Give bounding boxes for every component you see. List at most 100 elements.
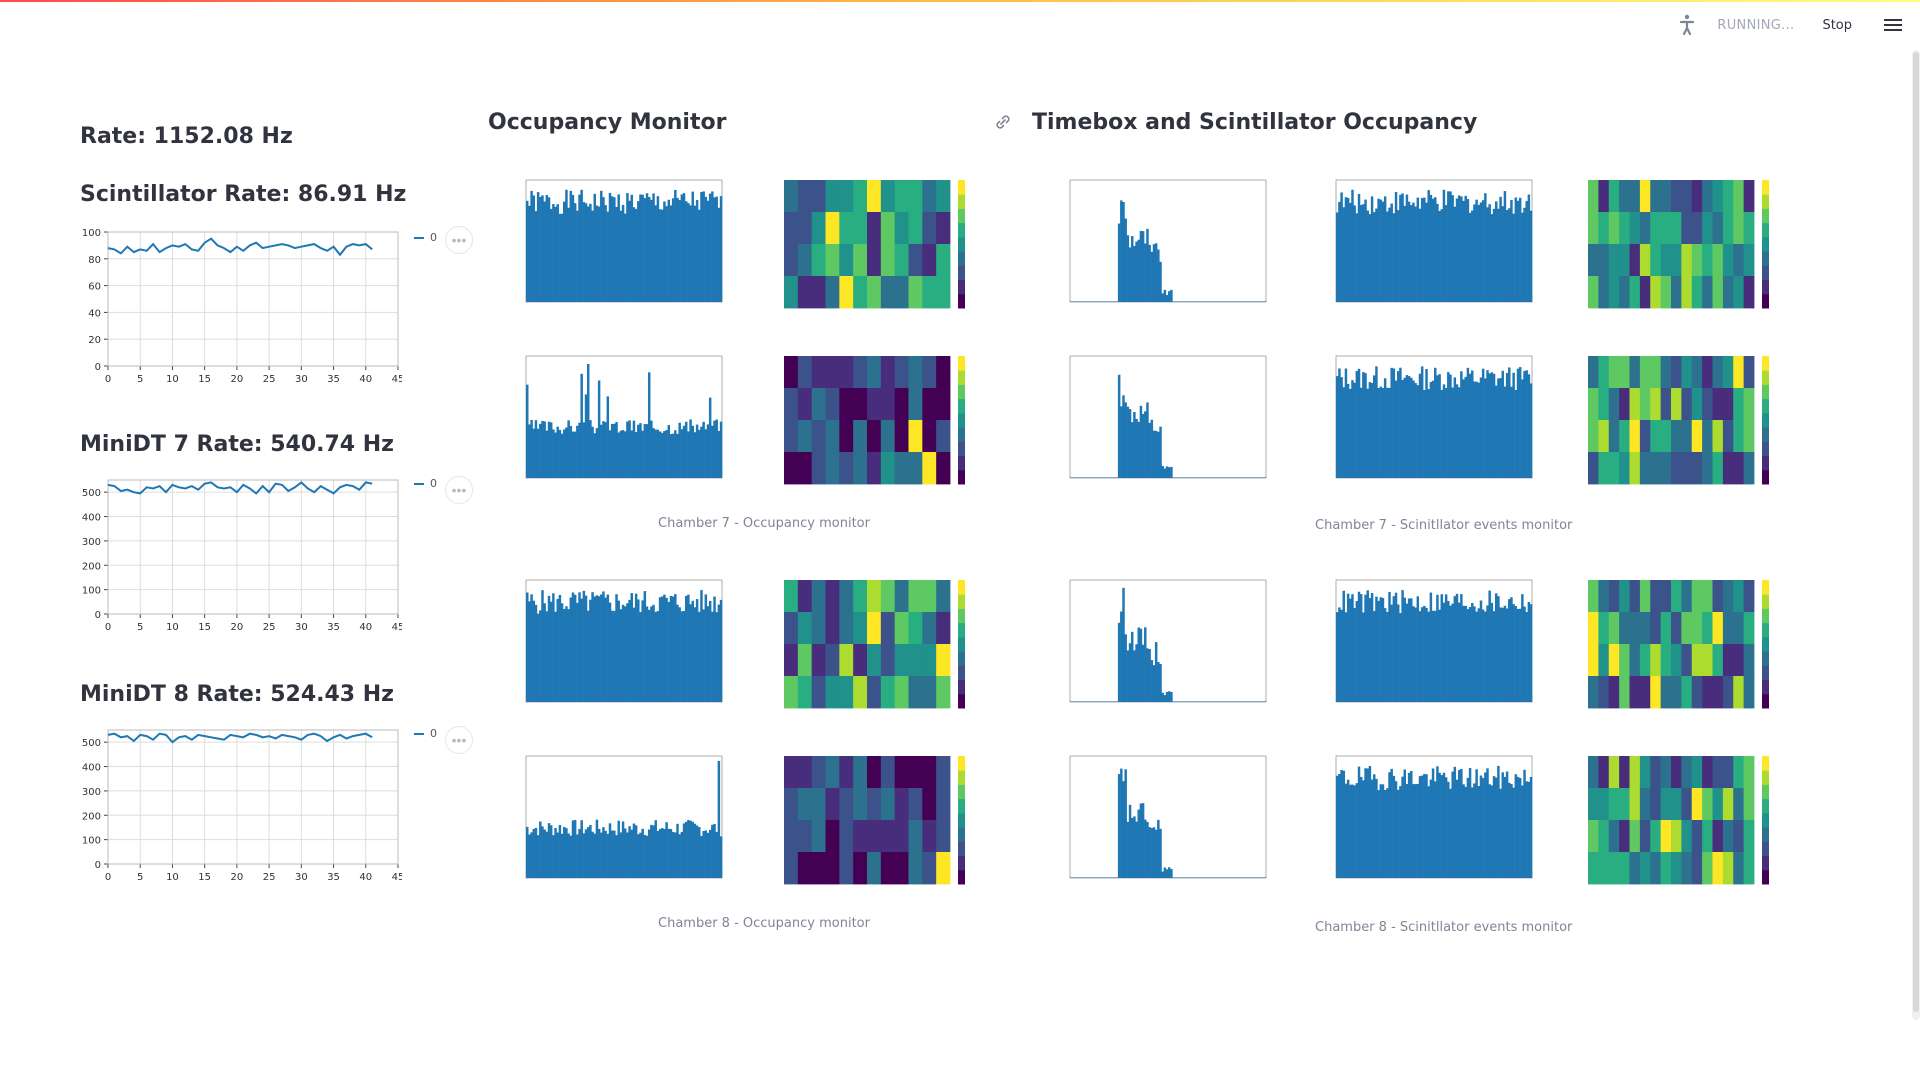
scrollbar-thumb[interactable]	[1913, 52, 1919, 1012]
series-line	[107, 237, 373, 257]
histogram-bar	[1516, 608, 1520, 702]
histogram-bar	[593, 596, 596, 702]
heatmap-cell	[922, 676, 937, 709]
heatmap-cell	[922, 244, 937, 277]
histogram-bar	[1473, 606, 1476, 702]
heatmap-cell	[1691, 180, 1703, 213]
heatmap-cell	[880, 452, 896, 485]
chart-actions-button[interactable]: •••	[445, 726, 473, 754]
histogram-bar	[1416, 385, 1420, 478]
histogram-bar	[704, 196, 708, 302]
histogram-bar	[1388, 207, 1391, 302]
heatmap-cell	[1650, 852, 1662, 885]
histogram-bar	[1516, 368, 1520, 478]
histogram-bar	[1218, 701, 1221, 702]
histogram-bar	[652, 428, 655, 478]
histogram-bar	[1100, 877, 1103, 878]
colorbar-segment	[1762, 869, 1769, 885]
histogram-bar	[1444, 205, 1448, 302]
heatmap-cell	[784, 180, 799, 213]
heatmap-cell	[1639, 788, 1651, 821]
histogram-bar	[1451, 387, 1454, 478]
y-tick-label: 400	[82, 513, 101, 524]
histogram-bar	[1377, 198, 1380, 302]
histogram-bar	[1252, 477, 1256, 478]
colorbar-segment	[958, 236, 965, 252]
histogram-bar	[1115, 877, 1119, 878]
histogram-bar	[1209, 477, 1212, 478]
histogram-bar	[569, 190, 573, 302]
heatmap-cell	[867, 356, 882, 389]
colorbar-segment	[958, 469, 965, 485]
stop-button[interactable]: Stop	[1812, 12, 1862, 39]
histogram-bar	[1512, 213, 1515, 302]
histogram-bar	[573, 431, 577, 478]
histogram-bar	[1349, 388, 1352, 478]
histogram-bar	[1490, 214, 1494, 302]
histogram-bar	[643, 424, 647, 478]
heatmap-cell	[1629, 356, 1641, 389]
heatmap-cell	[839, 676, 854, 709]
histogram-bar	[1259, 477, 1262, 478]
histogram-bar	[1242, 877, 1245, 878]
histogram-bar	[556, 426, 559, 478]
histogram-bar	[1375, 366, 1378, 478]
histogram-bar	[678, 834, 681, 878]
heatmap-cell	[1588, 820, 1599, 853]
heatmap-cell	[1619, 756, 1630, 789]
histogram-bar	[1373, 212, 1376, 302]
colorbar-segment	[958, 827, 965, 842]
heatmap-cell	[839, 820, 854, 853]
histogram-bar	[1248, 301, 1252, 302]
heatmap-cell	[1650, 820, 1662, 853]
hamburger-menu-button[interactable]	[1880, 12, 1906, 38]
histogram-bar	[1508, 599, 1511, 702]
plot-background	[1052, 748, 1274, 888]
chart-actions-button[interactable]: •••	[445, 476, 473, 504]
histogram-bar	[1146, 648, 1149, 702]
histogram-bar	[1529, 210, 1533, 302]
heatmap-cell	[784, 788, 799, 821]
histogram-bar	[619, 430, 623, 478]
histogram-bar	[641, 430, 644, 478]
histogram-bar	[1148, 827, 1151, 878]
chart-actions-button[interactable]: •••	[445, 226, 473, 254]
heatmap-cell	[784, 420, 799, 453]
heatmap-cell	[936, 388, 951, 421]
ch7-scint-rates-histogram	[1318, 348, 1540, 488]
histogram-bar	[1434, 367, 1437, 478]
link-icon[interactable]	[993, 112, 1013, 132]
histogram-bar	[1124, 769, 1127, 878]
histogram-bar	[1174, 701, 1178, 702]
histogram-bar	[1117, 622, 1121, 702]
histogram-bar	[1202, 877, 1206, 878]
histogram-bar	[1466, 367, 1470, 478]
x-tick-label: 5	[137, 622, 143, 633]
plot-frame	[107, 479, 399, 615]
histogram-bar	[1438, 210, 1441, 302]
histogram-bar	[1076, 301, 1080, 302]
histogram-bar	[661, 596, 664, 702]
heatmap-cell	[922, 212, 937, 245]
histogram-bar	[1353, 382, 1356, 478]
histogram-bar	[1394, 192, 1398, 302]
histogram-bar	[1263, 701, 1267, 702]
histogram-bar	[691, 425, 694, 478]
histogram-bar	[1172, 301, 1175, 302]
histogram-bar	[1355, 213, 1359, 302]
histogram-bar	[545, 430, 549, 478]
heatmap-cell	[1722, 452, 1734, 485]
histogram-bar	[1477, 204, 1481, 302]
histogram-bar	[1194, 701, 1197, 702]
histogram-bar	[1416, 783, 1420, 878]
histogram-bar	[624, 431, 627, 478]
histogram-bar	[1120, 768, 1123, 878]
histogram-bar	[1181, 477, 1184, 478]
x-tick-label: 25	[263, 872, 276, 883]
histogram-bar	[1410, 377, 1413, 478]
heatmap-cell	[1733, 580, 1745, 613]
histogram-bar	[1355, 783, 1359, 878]
histogram-bar	[589, 825, 592, 878]
heatmap-cell	[1588, 788, 1599, 821]
histogram-bar	[684, 421, 688, 478]
